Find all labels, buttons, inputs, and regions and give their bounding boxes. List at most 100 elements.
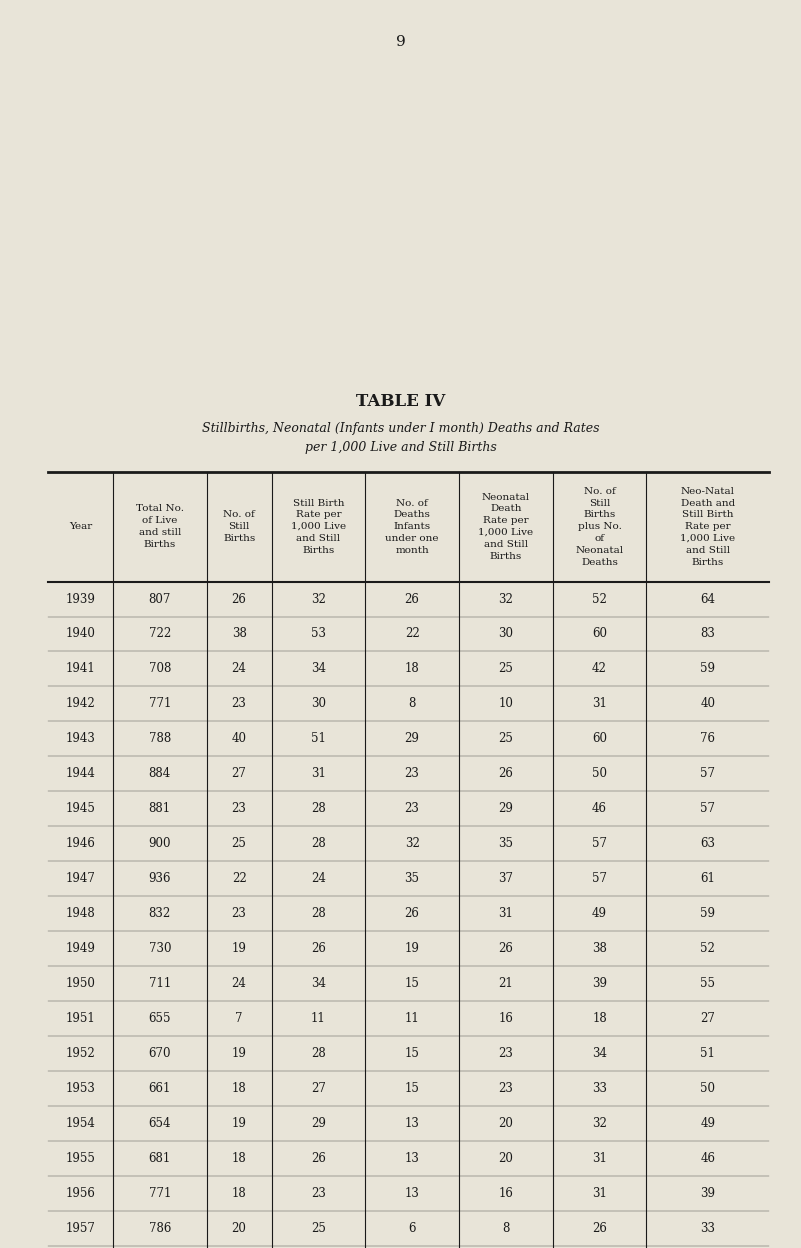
Text: 7: 7 [235, 1012, 243, 1025]
Text: 26: 26 [405, 593, 420, 605]
Text: 35: 35 [405, 872, 420, 885]
Text: 38: 38 [231, 628, 247, 640]
Text: 1944: 1944 [66, 768, 95, 780]
Text: Total No.
of Live
and still
Births: Total No. of Live and still Births [136, 504, 183, 549]
Text: 31: 31 [592, 698, 607, 710]
Text: 15: 15 [405, 1082, 420, 1094]
Text: 15: 15 [405, 1047, 420, 1060]
Text: 61: 61 [700, 872, 715, 885]
Text: 1957: 1957 [66, 1222, 95, 1234]
Text: 11: 11 [311, 1012, 326, 1025]
Text: 28: 28 [311, 837, 326, 850]
Text: 786: 786 [149, 1222, 171, 1234]
Text: 884: 884 [149, 768, 171, 780]
Text: 20: 20 [231, 1222, 247, 1234]
Text: 59: 59 [700, 663, 715, 675]
Text: 57: 57 [592, 837, 607, 850]
Text: 59: 59 [700, 907, 715, 920]
Text: 1952: 1952 [66, 1047, 95, 1060]
Text: 57: 57 [700, 768, 715, 780]
Text: 1942: 1942 [66, 698, 95, 710]
Text: 35: 35 [498, 837, 513, 850]
Text: 654: 654 [148, 1117, 171, 1129]
Text: 13: 13 [405, 1117, 420, 1129]
Text: 29: 29 [405, 733, 420, 745]
Text: 83: 83 [700, 628, 715, 640]
Text: 681: 681 [149, 1152, 171, 1164]
Text: No. of
Deaths
Infants
under one
month: No. of Deaths Infants under one month [385, 498, 439, 555]
Text: 661: 661 [149, 1082, 171, 1094]
Text: 8: 8 [409, 698, 416, 710]
Text: 30: 30 [311, 698, 326, 710]
Text: 26: 26 [311, 942, 326, 955]
Text: 15: 15 [405, 977, 420, 990]
Text: 19: 19 [405, 942, 420, 955]
Text: 26: 26 [405, 907, 420, 920]
Text: 49: 49 [700, 1117, 715, 1129]
Text: 18: 18 [231, 1152, 247, 1164]
Text: 16: 16 [498, 1187, 513, 1199]
Text: 52: 52 [700, 942, 715, 955]
Text: 34: 34 [592, 1047, 607, 1060]
Text: 807: 807 [149, 593, 171, 605]
Text: 1953: 1953 [66, 1082, 95, 1094]
Text: 76: 76 [700, 733, 715, 745]
Text: 711: 711 [149, 977, 171, 990]
Text: 23: 23 [498, 1047, 513, 1060]
Text: 64: 64 [700, 593, 715, 605]
Text: 27: 27 [700, 1012, 715, 1025]
Text: 50: 50 [700, 1082, 715, 1094]
Text: 1943: 1943 [66, 733, 95, 745]
Text: 1939: 1939 [66, 593, 95, 605]
Text: 655: 655 [148, 1012, 171, 1025]
Text: 708: 708 [149, 663, 171, 675]
Text: 28: 28 [311, 907, 326, 920]
Text: 23: 23 [405, 768, 420, 780]
Text: 33: 33 [592, 1082, 607, 1094]
Text: 1954: 1954 [66, 1117, 95, 1129]
Text: Year: Year [69, 522, 92, 532]
Text: 57: 57 [700, 802, 715, 815]
Text: 1956: 1956 [66, 1187, 95, 1199]
Text: Neo-Natal
Death and
Still Birth
Rate per
1,000 Live
and Still
Births: Neo-Natal Death and Still Birth Rate per… [680, 487, 735, 567]
Text: 25: 25 [498, 663, 513, 675]
Text: 38: 38 [592, 942, 607, 955]
Text: 771: 771 [149, 1187, 171, 1199]
Text: 60: 60 [592, 628, 607, 640]
Text: 33: 33 [700, 1222, 715, 1234]
Text: 1955: 1955 [66, 1152, 95, 1164]
Text: 50: 50 [592, 768, 607, 780]
Text: 18: 18 [592, 1012, 607, 1025]
Text: No. of
Still
Births
plus No.
of
Neonatal
Deaths: No. of Still Births plus No. of Neonatal… [575, 487, 624, 567]
Text: 23: 23 [498, 1082, 513, 1094]
Text: 32: 32 [498, 593, 513, 605]
Text: 722: 722 [149, 628, 171, 640]
Text: 1948: 1948 [66, 907, 95, 920]
Text: 21: 21 [498, 977, 513, 990]
Text: 39: 39 [700, 1187, 715, 1199]
Text: Neonatal
Death
Rate per
1,000 Live
and Still
Births: Neonatal Death Rate per 1,000 Live and S… [478, 493, 533, 560]
Text: 900: 900 [148, 837, 171, 850]
Text: 19: 19 [231, 942, 247, 955]
Text: 31: 31 [311, 768, 326, 780]
Text: 34: 34 [311, 977, 326, 990]
Text: 25: 25 [231, 837, 247, 850]
Text: 31: 31 [592, 1187, 607, 1199]
Text: 23: 23 [405, 802, 420, 815]
Text: 63: 63 [700, 837, 715, 850]
Text: 55: 55 [700, 977, 715, 990]
Text: 42: 42 [592, 663, 607, 675]
Text: 49: 49 [592, 907, 607, 920]
Text: 28: 28 [311, 1047, 326, 1060]
Text: 18: 18 [231, 1082, 247, 1094]
Text: 25: 25 [311, 1222, 326, 1234]
Text: 1945: 1945 [66, 802, 95, 815]
Text: 19: 19 [231, 1047, 247, 1060]
Text: 26: 26 [498, 768, 513, 780]
Text: 23: 23 [231, 698, 247, 710]
Text: 32: 32 [592, 1117, 607, 1129]
Text: 27: 27 [231, 768, 247, 780]
Text: 9: 9 [396, 35, 405, 49]
Text: 1949: 1949 [66, 942, 95, 955]
Text: 46: 46 [592, 802, 607, 815]
